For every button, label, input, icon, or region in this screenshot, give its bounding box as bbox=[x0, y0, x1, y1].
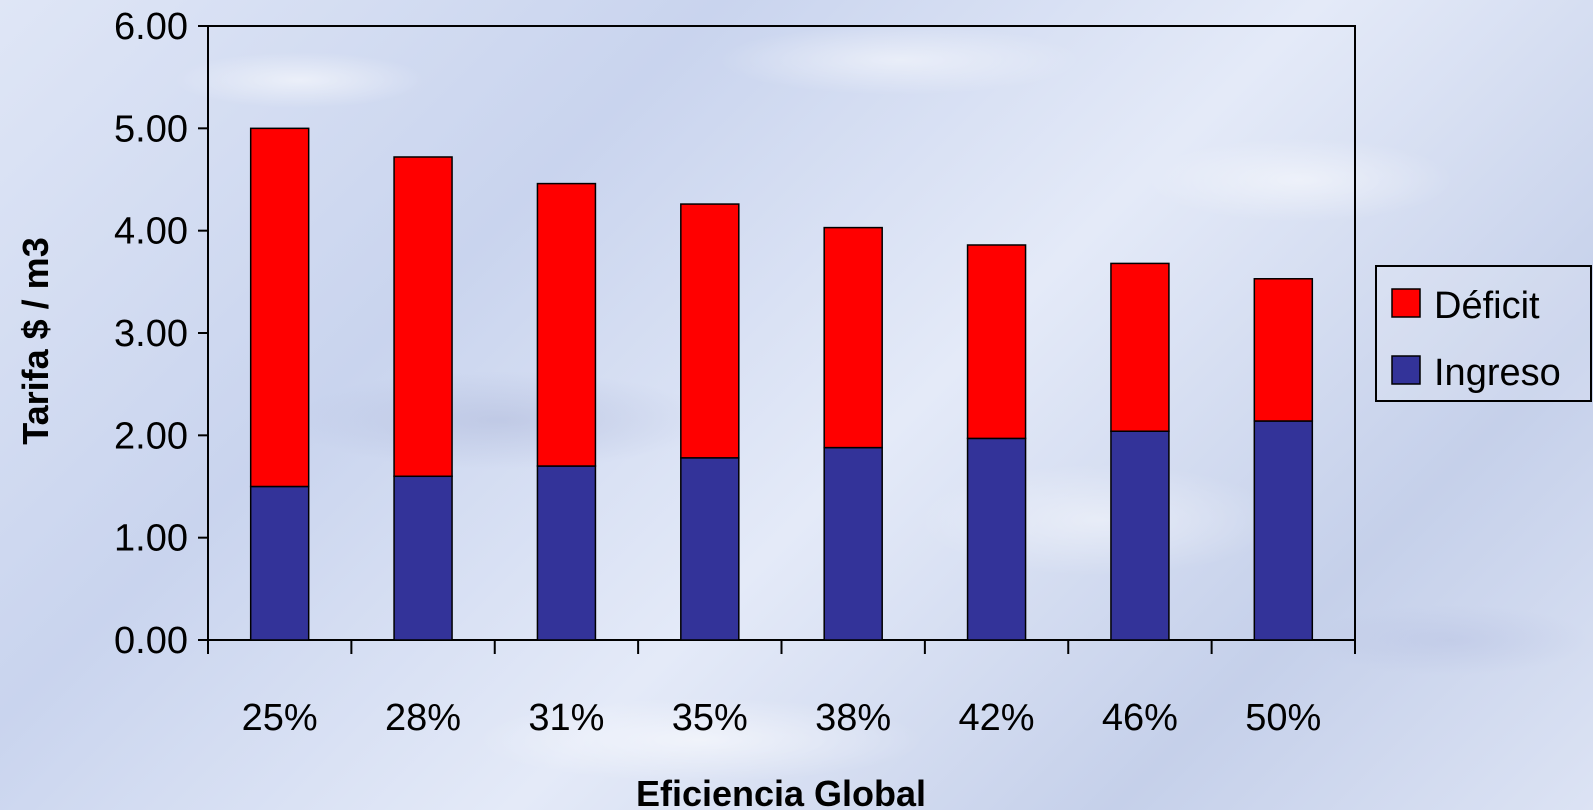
legend-label-deficit: Déficit bbox=[1434, 285, 1540, 327]
legend-swatch-ingreso bbox=[1391, 355, 1421, 385]
bar-deficit-6 bbox=[1110, 262, 1170, 432]
bar-deficit-1 bbox=[393, 156, 453, 478]
y-tick-label: 5.00 bbox=[114, 108, 188, 150]
y-tick-label: 2.00 bbox=[114, 415, 188, 457]
bar-ingreso-0 bbox=[249, 485, 310, 641]
bar-deficit-7 bbox=[1253, 278, 1314, 422]
x-tick-label: 28% bbox=[385, 697, 461, 739]
y-tick-label: 0.00 bbox=[114, 620, 188, 662]
bar-ingreso-3 bbox=[680, 457, 740, 641]
y-axis-title: Tarifa $ / m3 bbox=[15, 237, 56, 444]
bar-ingreso-1 bbox=[393, 475, 453, 641]
plot-area bbox=[207, 25, 1356, 641]
bar-deficit-5 bbox=[966, 244, 1027, 440]
bar-deficit-3 bbox=[680, 203, 740, 459]
legend-label-ingreso: Ingreso bbox=[1434, 352, 1561, 394]
x-tick-label: 38% bbox=[815, 697, 891, 739]
bar-ingreso-4 bbox=[823, 446, 883, 641]
bar-deficit-4 bbox=[823, 226, 883, 449]
y-tick-label: 3.00 bbox=[114, 313, 188, 355]
x-tick-label: 50% bbox=[1245, 697, 1321, 739]
y-tick-label: 6.00 bbox=[114, 6, 188, 48]
bar-ingreso-5 bbox=[966, 437, 1027, 641]
legend-swatch-deficit bbox=[1391, 288, 1421, 318]
legend: Déficit Ingreso bbox=[1375, 265, 1592, 402]
bar-deficit-2 bbox=[536, 182, 597, 467]
bar-deficit-0 bbox=[249, 127, 310, 488]
y-axis: 0.00 1.00 2.00 3.00 4.00 5.00 6.00 bbox=[114, 6, 208, 662]
x-axis: 25% 28% 31% 35% 38% 42% 46% 50% bbox=[207, 640, 1356, 739]
x-tick-label: 46% bbox=[1102, 697, 1178, 739]
bars bbox=[249, 127, 1314, 641]
bar-ingreso-7 bbox=[1253, 420, 1314, 641]
x-tick-label: 42% bbox=[959, 697, 1035, 739]
bar-ingreso-6 bbox=[1110, 430, 1170, 641]
x-tick-label: 35% bbox=[672, 697, 748, 739]
bar-ingreso-2 bbox=[536, 465, 597, 641]
x-tick-label: 31% bbox=[528, 697, 604, 739]
y-tick-label: 1.00 bbox=[114, 518, 188, 560]
y-tick-label: 4.00 bbox=[114, 211, 188, 253]
x-tick-label: 25% bbox=[242, 697, 318, 739]
x-axis-title: Eficiencia Global bbox=[636, 773, 926, 810]
